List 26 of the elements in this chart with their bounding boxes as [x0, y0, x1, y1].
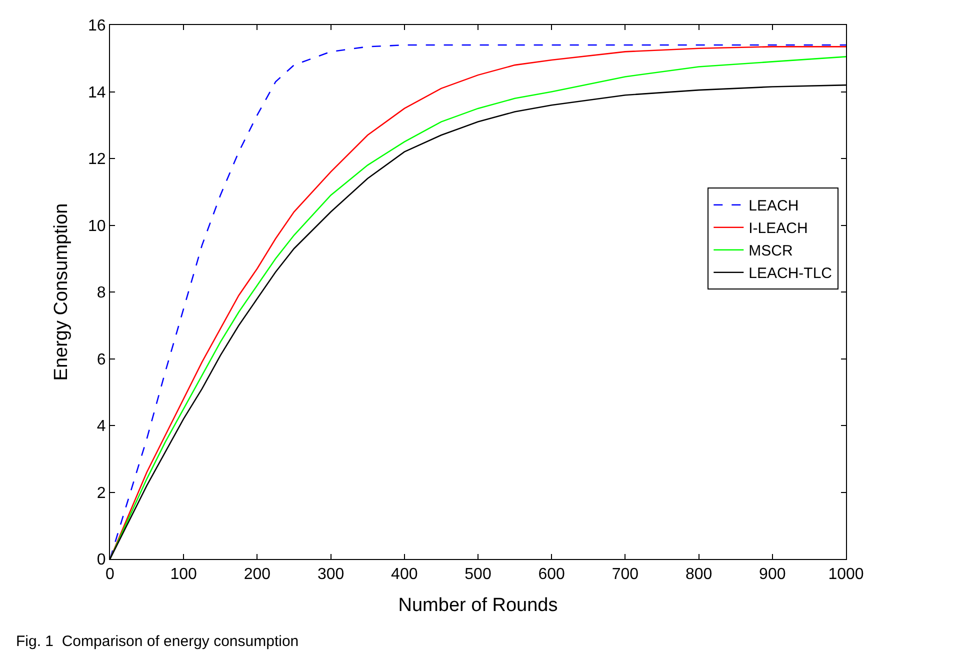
- legend-label: LEACH: [748, 198, 799, 215]
- y-tick-label: 0: [96, 552, 106, 569]
- x-tick-label: 300: [317, 566, 344, 584]
- x-tick-label: 600: [538, 566, 566, 584]
- x-tick-label: 500: [464, 566, 492, 584]
- x-tick-label: 800: [685, 566, 712, 584]
- y-axis-title: Energy Consumption: [50, 203, 72, 381]
- legend-label: LEACH-TLC: [748, 265, 832, 282]
- y-tick-label: 12: [88, 151, 106, 168]
- x-tick-label: 400: [391, 566, 418, 584]
- x-tick-label: 900: [759, 566, 786, 584]
- x-tick-label: 1000: [828, 566, 864, 584]
- y-tick-label: 2: [96, 484, 106, 502]
- legend-label: I-LEACH: [748, 220, 808, 238]
- y-tick-label: 10: [88, 218, 106, 235]
- caption: Fig. 1 Comparison of energy consumption: [16, 633, 299, 650]
- y-tick-label: 16: [88, 18, 106, 35]
- x-tick-label: 100: [170, 566, 198, 584]
- y-tick-label: 4: [96, 418, 106, 436]
- x-axis-title: Number of Rounds: [398, 595, 558, 616]
- y-tick-label: 8: [96, 284, 106, 302]
- x-tick-label: 200: [244, 566, 271, 584]
- y-tick-label: 14: [88, 84, 106, 102]
- y-tick-label: 6: [96, 351, 106, 368]
- legend-label: MSCR: [748, 242, 793, 260]
- x-tick-label: 700: [612, 566, 639, 584]
